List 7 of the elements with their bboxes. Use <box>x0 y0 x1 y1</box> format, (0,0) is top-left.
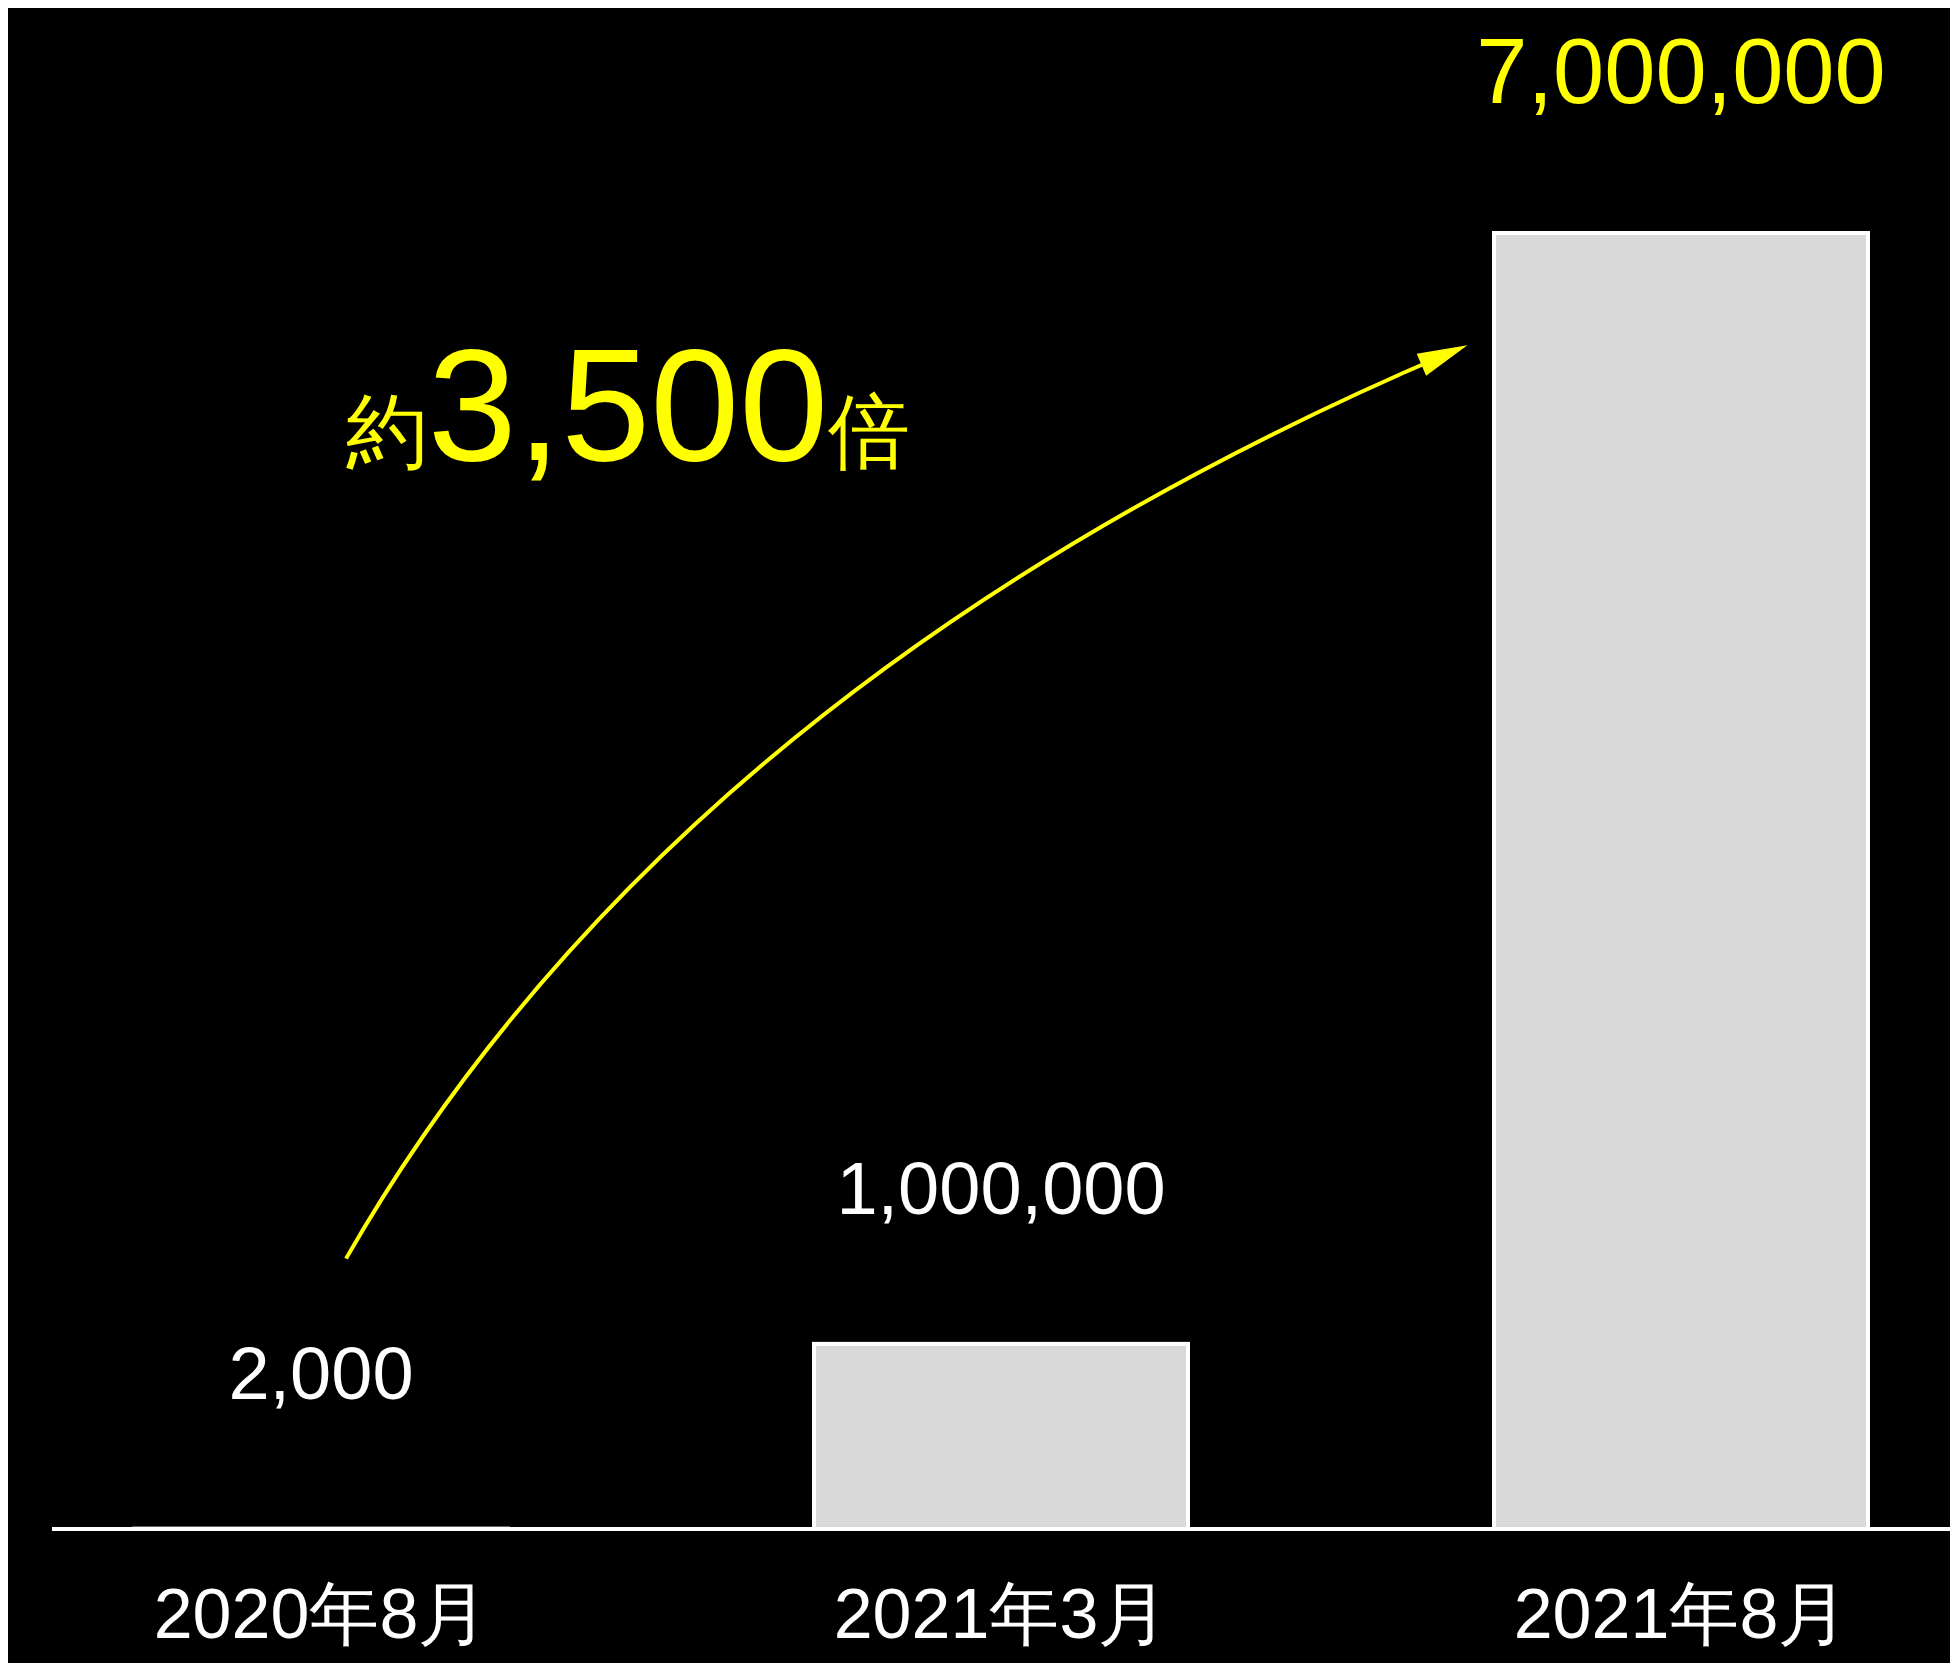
x-tick-label: 2021年3月 <box>833 1575 1169 1653</box>
x-tick-label: 2020年8月 <box>153 1575 489 1653</box>
annotation: 約3,500倍 <box>345 315 911 494</box>
x-tick-label: 2021年8月 <box>1513 1575 1849 1653</box>
data-label: 2,000 <box>228 1331 414 1415</box>
data-label: 1,000,000 <box>836 1146 1166 1230</box>
data-label: 7,000,000 <box>1476 20 1886 122</box>
